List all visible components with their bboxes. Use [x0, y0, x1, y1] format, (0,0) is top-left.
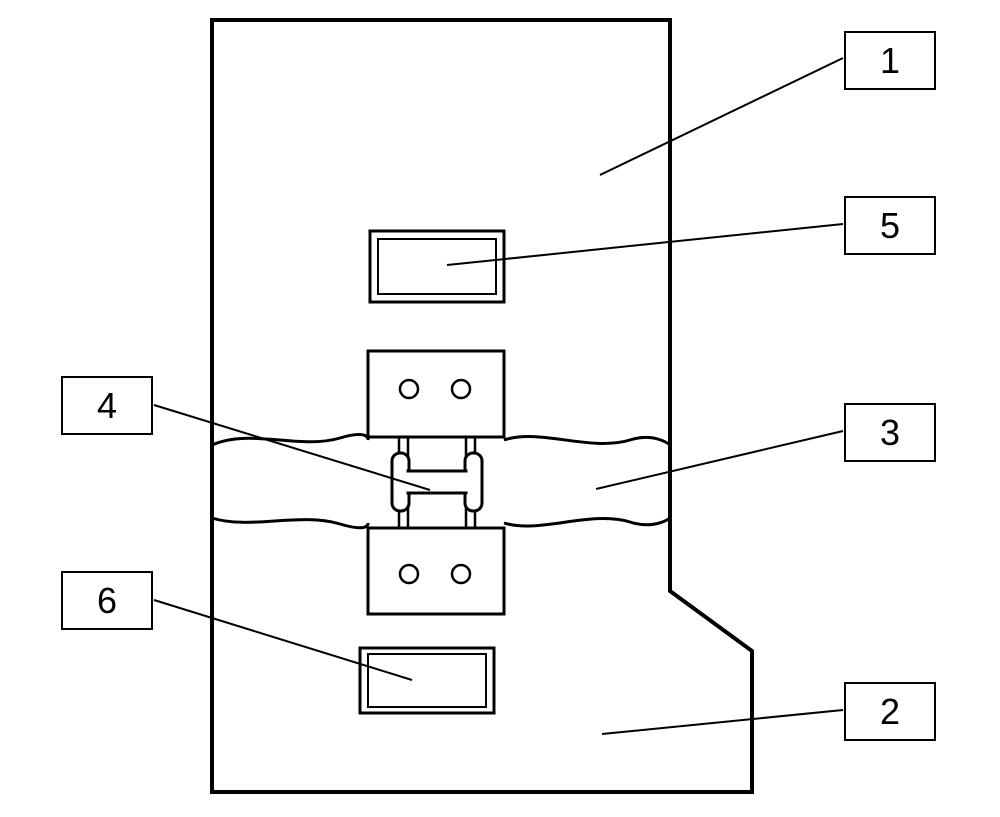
technical-diagram: 1 5 3 2 4 6 [0, 0, 1000, 817]
label-box-5: 5 [844, 196, 936, 255]
label-box-1: 1 [844, 31, 936, 90]
label-text-5: 5 [880, 205, 900, 247]
label-box-2: 2 [844, 682, 936, 741]
label-box-3: 3 [844, 403, 936, 462]
belt-bottom-wave-right [504, 518, 670, 526]
lower-window-inner [368, 654, 486, 707]
lower-block [368, 528, 504, 614]
label-box-4: 4 [61, 376, 153, 435]
label-text-3: 3 [880, 412, 900, 454]
upper-window-inner [378, 239, 496, 294]
leader-5 [447, 224, 843, 265]
label-box-6: 6 [61, 571, 153, 630]
label-text-2: 2 [880, 691, 900, 733]
upper-window [370, 231, 504, 302]
label-text-6: 6 [97, 580, 117, 622]
upper-block-rect [368, 351, 504, 437]
belt-bottom-wave-left [212, 518, 368, 528]
label-text-4: 4 [97, 385, 117, 427]
leader-1 [600, 58, 843, 175]
lower-block-rect [368, 528, 504, 614]
lower-window [360, 648, 494, 713]
belt-top-wave-right [504, 437, 670, 445]
label-text-1: 1 [880, 40, 900, 82]
upper-block [368, 351, 504, 437]
upper-window-outer [370, 231, 504, 302]
shaft-rod-mask [406, 473, 468, 492]
lower-window-outer [360, 648, 494, 713]
belt-top-wave-left [212, 434, 368, 445]
leader-2 [602, 710, 843, 734]
